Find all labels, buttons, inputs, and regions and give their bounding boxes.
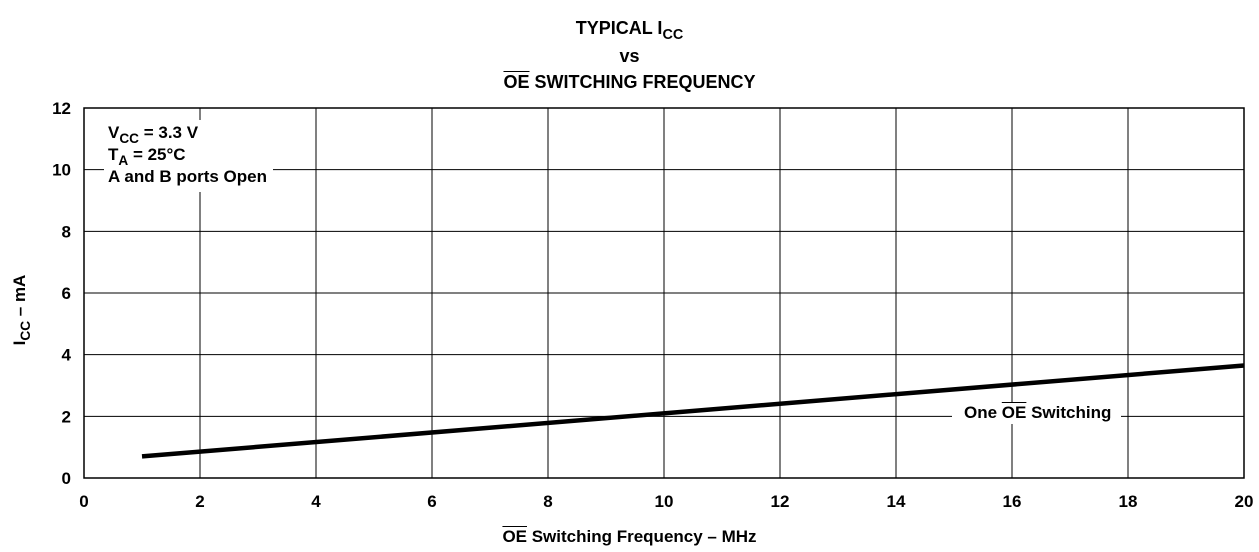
chart-title-line1: TYPICAL ICC: [575, 18, 684, 44]
x-tick-label-9: 18: [1119, 492, 1138, 511]
y-tick-label-1: 2: [62, 407, 71, 426]
y-tick-labels: 0 2 4 6 8 10 12: [52, 99, 71, 488]
series-lines: [141, 363, 1245, 459]
condition-vcc: VCC = 3.3 V: [108, 123, 199, 146]
y-tick-label-3: 6: [62, 284, 71, 303]
x-tick-label-3: 6: [427, 492, 436, 511]
x-tick-label-6: 12: [771, 492, 790, 511]
y-axis-label: ICC – mA: [10, 274, 33, 346]
y-tick-label-4: 8: [62, 222, 71, 241]
chart-title-line2: vs: [619, 46, 640, 66]
y-tick-label-6: 12: [52, 99, 71, 118]
chart-title-line3: OE SWITCHING FREQUENCY: [503, 72, 756, 92]
x-tick-label-8: 16: [1003, 492, 1022, 511]
y-tick-label-5: 10: [52, 161, 71, 180]
x-tick-labels: 0 2 4 6 8 10 12 14 16 18 20: [79, 492, 1253, 511]
series-label-one-oe-switching: One OE Switching: [952, 402, 1122, 424]
x-tick-label-1: 2: [195, 492, 204, 511]
x-tick-label-2: 4: [311, 492, 321, 511]
x-tick-label-7: 14: [887, 492, 906, 511]
x-tick-label-4: 8: [543, 492, 552, 511]
y-tick-label-0: 0: [62, 469, 71, 488]
x-tick-label-0: 0: [79, 492, 88, 511]
conditions-annotation: VCC = 3.3 V TA = 25°C A and B ports Open: [104, 120, 273, 192]
plot-frame: [83, 107, 1245, 479]
x-axis-label: OE Switching Frequency – MHz: [502, 527, 757, 546]
series-line-0: [141, 363, 1245, 459]
condition-ta: TA = 25°C: [108, 145, 186, 168]
y-tick-label-2: 4: [62, 346, 72, 365]
condition-ports: A and B ports Open: [108, 167, 267, 186]
x-tick-label-10: 20: [1235, 492, 1254, 511]
x-tick-label-5: 10: [655, 492, 674, 511]
